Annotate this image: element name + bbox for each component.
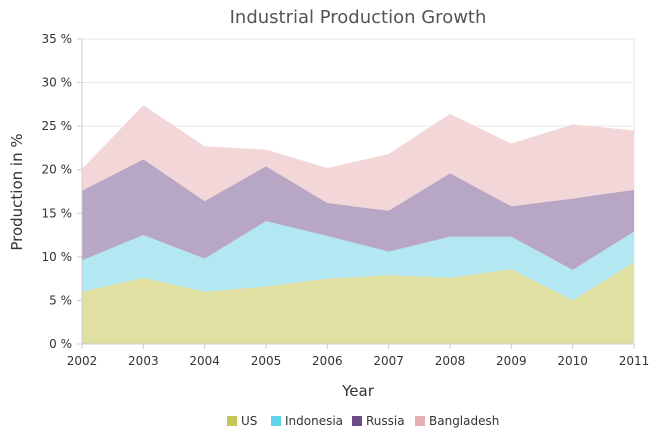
legend-label: Bangladesh (429, 414, 499, 428)
legend-swatch (227, 416, 237, 426)
y-tick-label: 15 % (42, 206, 73, 220)
y-tick-label: 30 % (42, 76, 73, 90)
x-axis-label: Year (341, 382, 375, 400)
x-tick-label: 2003 (128, 354, 159, 368)
x-tick-label: 2008 (435, 354, 466, 368)
legend-item-indonesia[interactable]: Indonesia (271, 414, 343, 428)
area-us (82, 262, 634, 344)
legend: US Indonesia Russia Bangladesh (227, 414, 499, 428)
x-tick-label: 2009 (496, 354, 527, 368)
chart-title: Industrial Production Growth (230, 7, 487, 28)
y-tick-label: 35 % (42, 32, 73, 46)
axes: 0 % 5 % 10 % 15 % 20 % 25 % 30 % 35 % 2002 2003 20… (42, 32, 650, 368)
x-tick-label: 2010 (557, 354, 588, 368)
area-bangladesh (82, 105, 634, 211)
legend-swatch (271, 416, 281, 426)
legend-label: US (241, 414, 257, 428)
legend-item-russia[interactable]: Russia (352, 414, 405, 428)
x-tick-label: 2005 (251, 354, 282, 368)
y-tick-label: 0 % (49, 337, 72, 351)
y-axis-label: Production in % (8, 133, 26, 250)
legend-item-bangladesh[interactable]: Bangladesh (415, 414, 499, 428)
x-tick-label: 2006 (312, 354, 343, 368)
legend-label: Indonesia (285, 414, 343, 428)
y-tick-label: 25 % (42, 119, 73, 133)
legend-swatch (352, 416, 362, 426)
y-tick-label: 20 % (42, 163, 73, 177)
x-tick-label: 2004 (189, 354, 220, 368)
x-tick-label: 2007 (373, 354, 404, 368)
legend-item-us[interactable]: US (227, 414, 257, 428)
y-tick-label: 10 % (42, 250, 73, 264)
x-tick-label: 2002 (67, 354, 98, 368)
area-indonesia (82, 221, 634, 301)
area-russia (82, 159, 634, 270)
area-series (82, 105, 634, 344)
y-tick-label: 5 % (49, 293, 72, 307)
legend-label: Russia (366, 414, 405, 428)
x-tick-label: 2011 (619, 354, 650, 368)
legend-swatch (415, 416, 425, 426)
